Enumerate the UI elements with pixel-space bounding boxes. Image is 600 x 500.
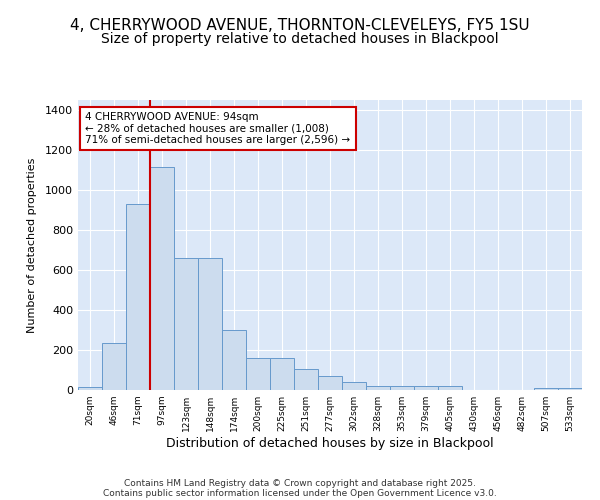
- X-axis label: Distribution of detached houses by size in Blackpool: Distribution of detached houses by size …: [166, 437, 494, 450]
- Bar: [438, 386, 462, 390]
- Text: 4, CHERRYWOOD AVENUE, THORNTON-CLEVELEYS, FY5 1SU: 4, CHERRYWOOD AVENUE, THORNTON-CLEVELEYS…: [70, 18, 530, 32]
- Bar: [150, 167, 174, 390]
- Text: 4 CHERRYWOOD AVENUE: 94sqm
← 28% of detached houses are smaller (1,008)
71% of s: 4 CHERRYWOOD AVENUE: 94sqm ← 28% of deta…: [85, 112, 350, 145]
- Bar: [198, 258, 222, 390]
- Bar: [270, 358, 294, 390]
- Bar: [102, 343, 126, 390]
- Bar: [126, 204, 150, 390]
- Bar: [174, 258, 198, 390]
- Text: Contains HM Land Registry data © Crown copyright and database right 2025.: Contains HM Land Registry data © Crown c…: [124, 478, 476, 488]
- Bar: [366, 386, 390, 390]
- Bar: [246, 358, 270, 390]
- Bar: [222, 330, 246, 390]
- Y-axis label: Number of detached properties: Number of detached properties: [26, 158, 37, 332]
- Bar: [414, 386, 438, 390]
- Text: Contains public sector information licensed under the Open Government Licence v3: Contains public sector information licen…: [103, 488, 497, 498]
- Bar: [342, 382, 366, 390]
- Bar: [558, 388, 582, 390]
- Bar: [390, 386, 414, 390]
- Bar: [534, 388, 558, 390]
- Bar: [78, 387, 102, 390]
- Text: Size of property relative to detached houses in Blackpool: Size of property relative to detached ho…: [101, 32, 499, 46]
- Bar: [294, 369, 318, 390]
- Bar: [318, 376, 342, 390]
